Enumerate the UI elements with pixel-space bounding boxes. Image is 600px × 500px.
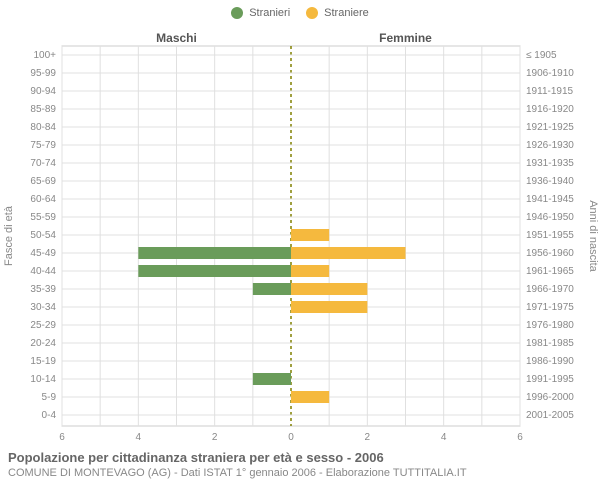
male-bar	[138, 247, 291, 259]
birth-label: 1976-1980	[526, 320, 574, 331]
age-label: 55-59	[30, 212, 56, 223]
age-label: 85-89	[30, 104, 56, 115]
age-label: 95-99	[30, 68, 56, 79]
birth-label: 1981-1985	[526, 338, 574, 349]
female-bar	[291, 247, 406, 259]
age-label: 25-29	[30, 320, 56, 331]
birth-label: 2001-2005	[526, 410, 574, 421]
legend-female-label: Straniere	[324, 7, 369, 19]
female-swatch	[306, 7, 318, 19]
svg-text:4: 4	[441, 432, 447, 443]
age-label: 100+	[33, 50, 56, 61]
female-bar	[291, 301, 367, 313]
svg-text:2: 2	[365, 432, 371, 443]
birth-label: 1926-1930	[526, 140, 574, 151]
birth-label: 1916-1920	[526, 104, 574, 115]
legend-item-male: Stranieri	[231, 7, 290, 19]
birth-label: 1986-1990	[526, 356, 574, 367]
birth-label: 1911-1915	[526, 86, 574, 97]
birth-label: 1921-1925	[526, 122, 574, 133]
age-label: 40-44	[30, 266, 56, 277]
age-label: 65-69	[30, 176, 56, 187]
birth-label: 1941-1945	[526, 194, 574, 205]
svg-text:4: 4	[136, 432, 142, 443]
birth-label: 1971-1975	[526, 302, 574, 313]
age-label: 20-24	[30, 338, 56, 349]
age-label: 35-39	[30, 284, 56, 295]
left-axis-title: Fasce di età	[3, 205, 15, 266]
legend-male-label: Stranieri	[249, 7, 290, 19]
birth-label: 1951-1955	[526, 230, 574, 241]
male-bar	[138, 265, 291, 277]
female-bar	[291, 283, 367, 295]
chart-footer: Popolazione per cittadinanza straniera p…	[0, 446, 600, 479]
male-header: Maschi	[156, 31, 197, 45]
birth-label: 1996-2000	[526, 392, 574, 403]
female-bar	[291, 391, 329, 403]
age-label: 70-74	[30, 158, 56, 169]
birth-label: 1961-1965	[526, 266, 574, 277]
male-swatch	[231, 7, 243, 19]
female-bar	[291, 265, 329, 277]
age-label: 0-4	[42, 410, 57, 421]
right-axis-title: Anni di nascita	[587, 200, 599, 272]
chart-title: Popolazione per cittadinanza straniera p…	[8, 450, 592, 465]
age-label: 75-79	[30, 140, 56, 151]
population-pyramid-chart: 6 4 2 0 2 4 6 Maschi Femmine 100+ ≤ 1905 95-99 1906-…	[0, 26, 600, 446]
age-label: 30-34	[30, 302, 56, 313]
birth-label: 1946-1950	[526, 212, 574, 223]
birth-label: 1936-1940	[526, 176, 574, 187]
birth-label: ≤ 1905	[526, 50, 557, 61]
age-label: 10-14	[30, 374, 56, 385]
svg-text:6: 6	[59, 432, 65, 443]
svg-text:6: 6	[517, 432, 523, 443]
svg-text:0: 0	[288, 432, 294, 443]
legend-item-female: Straniere	[306, 7, 369, 19]
birth-label: 1956-1960	[526, 248, 574, 259]
age-label: 80-84	[30, 122, 56, 133]
chart-subtitle: COMUNE DI MONTEVAGO (AG) - Dati ISTAT 1°…	[8, 467, 592, 479]
svg-text:2: 2	[212, 432, 218, 443]
birth-label: 1966-1970	[526, 284, 574, 295]
age-label: 60-64	[30, 194, 56, 205]
legend: Stranieri Straniere	[0, 0, 600, 26]
female-header: Femmine	[379, 31, 432, 45]
female-bar	[291, 229, 329, 241]
age-label: 45-49	[30, 248, 56, 259]
birth-label: 1991-1995	[526, 374, 574, 385]
age-label: 90-94	[30, 86, 56, 97]
male-bar	[253, 373, 291, 385]
age-label: 15-19	[30, 356, 56, 367]
age-label: 5-9	[42, 392, 57, 403]
birth-label: 1931-1935	[526, 158, 574, 169]
age-label: 50-54	[30, 230, 56, 241]
birth-label: 1906-1910	[526, 68, 574, 79]
male-bar	[253, 283, 291, 295]
